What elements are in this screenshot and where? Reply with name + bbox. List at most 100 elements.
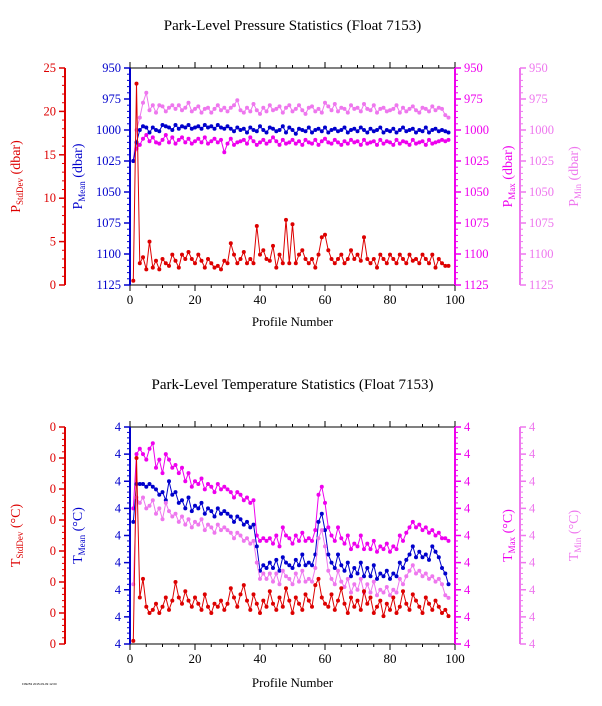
- data-point-stddev: [358, 258, 363, 263]
- data-point-mean: [368, 574, 373, 579]
- data-point-min: [141, 100, 145, 105]
- data-point-max: [378, 137, 383, 142]
- data-point-mean: [391, 571, 396, 576]
- data-point-stddev: [433, 265, 438, 270]
- data-point-stddev: [271, 243, 275, 248]
- data-point-mean: [417, 128, 422, 132]
- data-point-max: [189, 141, 194, 146]
- data-point-max: [267, 139, 272, 144]
- data-point-max: [352, 140, 357, 145]
- data-point-max: [232, 142, 236, 147]
- data-point-max: [241, 498, 246, 503]
- max-tick-label: 975: [464, 92, 483, 106]
- series-mean: [131, 479, 451, 587]
- data-point-mean: [267, 560, 272, 565]
- data-point-mean: [319, 129, 324, 134]
- data-point-mean: [235, 125, 240, 130]
- data-point-min: [391, 587, 396, 592]
- data-point-mean: [157, 492, 162, 497]
- data-point-stddev: [228, 586, 233, 591]
- data-point-min: [433, 108, 438, 113]
- data-point-mean: [154, 487, 158, 492]
- data-point-max: [368, 547, 373, 552]
- data-point-max: [202, 135, 207, 140]
- data-point-min: [183, 522, 188, 527]
- data-point-min: [241, 538, 246, 543]
- data-point-max: [423, 142, 428, 147]
- data-point-mean: [248, 525, 253, 530]
- data-point-mean: [232, 519, 236, 524]
- data-point-max: [163, 133, 168, 137]
- mean-tick-label: 1075: [96, 216, 121, 230]
- data-point-mean: [271, 566, 275, 570]
- data-point-max: [430, 141, 435, 146]
- data-point-mean: [436, 555, 441, 560]
- data-point-max: [212, 490, 217, 495]
- stddev-tick-label: 0: [50, 513, 56, 527]
- data-point-min: [378, 587, 383, 592]
- data-point-mean: [446, 130, 451, 135]
- data-point-mean: [332, 566, 337, 570]
- data-point-mean: [300, 128, 305, 132]
- max-tick-label: 4: [464, 610, 471, 624]
- data-point-stddev: [186, 598, 191, 603]
- data-point-max: [180, 465, 184, 470]
- data-point-stddev: [287, 598, 292, 603]
- data-point-min: [232, 536, 236, 541]
- data-point-stddev: [199, 258, 204, 263]
- data-point-stddev: [345, 257, 350, 261]
- data-point-max: [248, 500, 253, 505]
- data-point-mean: [313, 128, 318, 132]
- data-point-max: [310, 141, 314, 146]
- data-point-min: [355, 105, 360, 110]
- data-point-mean: [141, 482, 145, 486]
- data-point-stddev: [316, 252, 321, 257]
- data-point-max: [443, 536, 448, 541]
- data-point-stddev: [368, 261, 373, 266]
- data-point-max: [245, 141, 249, 146]
- data-point-stddev: [362, 589, 366, 594]
- data-point-min: [397, 110, 402, 115]
- data-point-mean: [446, 582, 451, 587]
- data-point-mean: [274, 129, 279, 134]
- data-point-mean: [261, 563, 266, 568]
- data-point-stddev: [384, 261, 389, 266]
- data-point-max: [193, 479, 197, 484]
- data-point-min: [430, 574, 435, 579]
- data-point-stddev: [225, 601, 230, 606]
- data-point-mean: [264, 130, 269, 135]
- data-point-mean: [394, 130, 399, 135]
- data-point-mean: [388, 576, 392, 581]
- data-point-max: [414, 141, 418, 146]
- data-point-mean: [248, 125, 253, 130]
- data-point-stddev: [446, 614, 451, 619]
- data-point-mean: [365, 566, 370, 570]
- data-point-stddev: [212, 601, 217, 606]
- data-point-max: [401, 538, 405, 543]
- data-point-stddev: [326, 604, 331, 609]
- data-point-mean: [267, 125, 272, 130]
- data-point-mean: [163, 124, 168, 129]
- data-point-max: [274, 139, 279, 144]
- data-point-stddev: [134, 456, 139, 460]
- data-point-stddev: [232, 595, 236, 600]
- min-tick-label: 975: [529, 92, 548, 106]
- data-point-stddev: [163, 595, 168, 600]
- data-point-max: [297, 538, 301, 543]
- data-point-stddev: [254, 601, 259, 606]
- data-point-max: [336, 525, 340, 530]
- data-point-mean: [290, 128, 295, 132]
- data-point-mean: [206, 125, 210, 130]
- data-point-stddev: [154, 601, 158, 606]
- data-point-max: [209, 484, 214, 489]
- data-point-stddev: [355, 252, 360, 257]
- series-line-min: [132, 495, 449, 599]
- data-point-mean: [254, 129, 259, 134]
- data-point-max: [300, 530, 305, 535]
- data-point-min: [352, 582, 357, 587]
- data-point-min: [189, 109, 194, 114]
- data-point-max: [355, 544, 360, 549]
- data-point-min: [375, 110, 379, 115]
- data-point-stddev: [430, 252, 435, 257]
- data-point-mean: [167, 125, 171, 130]
